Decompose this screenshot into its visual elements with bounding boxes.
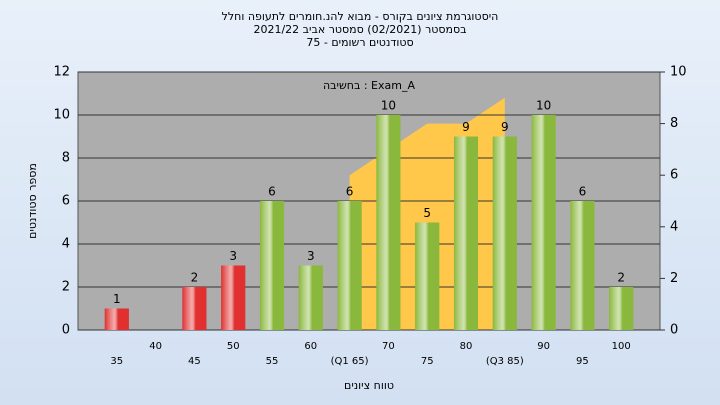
y-axis-label: מספר סטודנטים (26, 163, 39, 239)
x-tick-label: (Q1 65) (331, 356, 369, 367)
data-label: 1 (113, 292, 121, 306)
y-tick-label: 0 (62, 323, 70, 338)
bar (376, 115, 401, 330)
x-tick-label: 75 (421, 356, 434, 367)
bar (415, 222, 440, 330)
data-label: 10 (381, 99, 396, 113)
x-tick-label: 55 (266, 356, 279, 367)
y-tick-label: 10 (53, 108, 70, 123)
x-tick-label: 100 (612, 341, 631, 352)
bar (259, 201, 285, 330)
x-axis-label: טווח ציונים (344, 379, 394, 392)
y-tick-label: 8 (62, 151, 70, 166)
data-label: 6 (346, 185, 354, 199)
data-label: 3 (229, 249, 237, 263)
x-tick-label: 70 (382, 341, 395, 352)
x-tick-label: 90 (537, 341, 550, 352)
data-label: 5 (423, 206, 431, 220)
x-tick-label: 60 (304, 341, 317, 352)
bar (182, 287, 207, 330)
data-label: 6 (579, 185, 587, 199)
y2-tick-label: 8 (670, 116, 678, 131)
data-label: 10 (536, 99, 551, 113)
bar (609, 287, 634, 330)
data-label: 2 (617, 271, 625, 285)
y-tick-label: 4 (62, 237, 70, 252)
x-tick-label: 40 (149, 341, 162, 352)
bar (337, 201, 362, 330)
x-tick-label: 50 (227, 341, 240, 352)
bar (104, 308, 129, 330)
data-label: 2 (191, 271, 199, 285)
chart-subtitle: בסמסטר (02/2021) סמסטר אביב 2021/22 (253, 23, 466, 36)
bar (570, 201, 595, 330)
bar (453, 136, 479, 330)
bar (492, 136, 517, 330)
chart-title: היסטוגרמת ציונים בקורס - מבוא להנ.חומרים… (222, 10, 499, 23)
chart-subtitle: סטודנטים רשומים - 75 (306, 36, 413, 49)
y2-tick-label: 0 (670, 323, 678, 338)
data-label: 9 (501, 120, 509, 134)
data-label: 9 (462, 120, 470, 134)
y-tick-label: 6 (62, 194, 70, 209)
bar (531, 115, 556, 330)
x-tick-label: (Q3 85) (486, 356, 524, 367)
x-tick-label: 95 (576, 356, 589, 367)
x-tick-label: 80 (460, 341, 473, 352)
y2-tick-label: 4 (670, 219, 678, 234)
x-tick-label: 35 (110, 356, 123, 367)
y2-tick-label: 10 (670, 65, 687, 80)
y2-tick-label: 2 (670, 271, 678, 286)
bar (298, 265, 323, 330)
data-label: 6 (268, 185, 276, 199)
y-tick-label: 2 (62, 280, 70, 295)
y2-tick-label: 6 (670, 168, 678, 183)
data-label: 3 (307, 249, 315, 263)
x-tick-label: 45 (188, 356, 201, 367)
annotation: בחשיבה : Exam_A (323, 79, 415, 92)
bar (221, 265, 246, 330)
y-tick-label: 12 (53, 65, 70, 80)
